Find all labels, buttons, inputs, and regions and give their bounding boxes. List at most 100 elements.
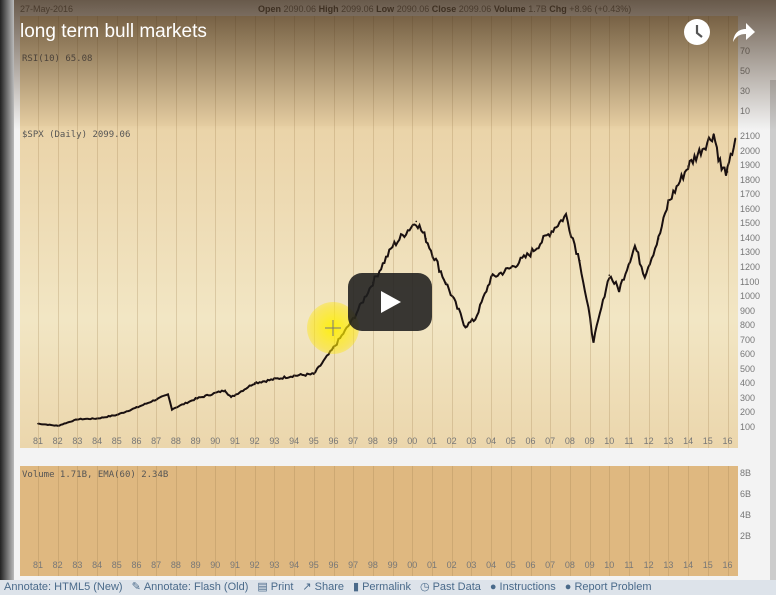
grid-line — [313, 16, 315, 126]
share-icon[interactable] — [730, 20, 756, 44]
y-tick-label: 1200 — [740, 261, 761, 272]
grid-line — [97, 466, 99, 576]
toolbar-item[interactable]: ↗ Share — [302, 580, 344, 595]
grid-line — [569, 16, 571, 126]
price-point — [116, 414, 118, 416]
x-tick-label: 91 — [229, 436, 241, 446]
grid-line — [471, 466, 473, 576]
grid-line — [353, 16, 355, 126]
price-point — [96, 417, 98, 420]
x-tick-label: 86 — [131, 436, 142, 446]
toolbar-item[interactable]: ▤ Print — [257, 580, 293, 595]
toolbar-item[interactable]: ● Instructions — [490, 580, 556, 595]
y-tick-label: 900 — [740, 305, 756, 316]
grid-line — [491, 16, 493, 126]
price-point — [565, 214, 567, 217]
x-tick-label: 04 — [486, 560, 497, 570]
grid-line — [510, 16, 512, 126]
price-point — [230, 396, 232, 399]
grid-line — [412, 466, 414, 576]
print-icon: ▤ — [257, 581, 268, 593]
grid-line — [648, 16, 650, 126]
y-tick-label: 1300 — [740, 247, 761, 258]
grid-line — [274, 466, 276, 576]
x-tick-label: 81 — [32, 560, 44, 570]
grid-line — [648, 126, 650, 448]
x-tick-label: 15 — [702, 436, 713, 446]
x-tick-label: 89 — [190, 436, 201, 446]
toolbar-item[interactable]: ✎ Annotate: Flash (Old) — [132, 580, 249, 595]
volume-axis: 8B 6B 4B 2B — [738, 466, 768, 576]
grid-line — [254, 466, 256, 576]
y-tick-label: 400 — [740, 378, 756, 389]
grid-line — [491, 126, 493, 448]
x-tick-label: 95 — [308, 560, 319, 570]
y-tick-label: 50 — [740, 66, 751, 76]
price-point — [76, 418, 79, 421]
y-tick-label: 2100 — [740, 131, 761, 141]
x-tick-label: 00 — [407, 560, 418, 570]
grid-line — [57, 466, 59, 576]
grid-line — [629, 466, 630, 576]
grid-line — [668, 16, 670, 126]
grid-line — [77, 126, 79, 448]
grid-line — [254, 126, 256, 448]
y-tick-label: 10 — [740, 106, 751, 116]
grid-line — [116, 126, 118, 448]
price-point — [135, 406, 138, 409]
y-tick-label: 600 — [740, 349, 756, 360]
price-point — [618, 288, 620, 291]
toolbar-item-label: Annotate: Flash (Old) — [143, 581, 249, 593]
price-point — [224, 389, 226, 391]
y-tick-label: 8B — [740, 468, 752, 478]
x-tick-label: 11 — [624, 560, 634, 570]
grid-line — [550, 16, 552, 126]
x-tick-label: 03 — [466, 560, 477, 570]
y-tick-label: 1800 — [740, 174, 761, 185]
price-point — [529, 252, 532, 255]
toolbar-item[interactable]: Annotate: HTML5 (New) — [4, 580, 123, 595]
price-series-line — [37, 133, 737, 427]
x-tick-label: 05 — [505, 436, 516, 446]
x-tick-label: 95 — [308, 436, 319, 446]
x-tick-label: 84 — [92, 436, 103, 446]
y-tick-label: 1100 — [740, 276, 760, 287]
volume-label: Volume 1.71B, EMA(60) 2.34B — [22, 470, 169, 480]
clock-icon: ◷ — [419, 581, 430, 593]
x-tick-label: 09 — [584, 436, 595, 446]
toolbar-item-label: Permalink — [362, 581, 411, 593]
grid-line — [432, 126, 433, 448]
x-tick-label: 07 — [545, 436, 556, 446]
x-tick-label: 83 — [72, 560, 83, 570]
grid-line — [530, 16, 532, 126]
grid-line — [333, 466, 335, 576]
toolbar-item[interactable]: ◷ Past Data — [420, 580, 481, 595]
price-point — [293, 374, 295, 377]
price-point — [726, 171, 729, 173]
x-tick-label: 90 — [210, 560, 221, 570]
grid-line — [333, 126, 335, 448]
share-icon: ↗ — [302, 581, 312, 593]
ohlc-readout: Open 2090.06 High 2099.06 Low 2090.06 Cl… — [258, 4, 631, 14]
price-point — [667, 201, 670, 204]
chg-value: +8.96 (+0.43%) — [569, 4, 632, 14]
x-tick-label: 88 — [170, 560, 181, 570]
x-tick-label: 16 — [722, 560, 733, 570]
price-point — [657, 238, 660, 240]
grid-line — [609, 16, 611, 126]
video-title[interactable]: long term bull markets — [20, 21, 207, 42]
toolbar-item[interactable]: ▮ Permalink — [353, 580, 411, 595]
toolbar-item[interactable]: ● Report Problem — [565, 580, 652, 595]
play-button[interactable] — [348, 273, 432, 331]
toolbar-item-label: Report Problem — [574, 581, 652, 593]
open-value: 2090.06 — [283, 4, 317, 14]
y-tick-label: 70 — [740, 46, 751, 56]
grid-line — [727, 126, 729, 448]
grid-line — [136, 126, 138, 448]
toolbar-item-label: Share — [314, 581, 344, 593]
x-tick-label: 97 — [348, 560, 359, 570]
x-tick-label: 14 — [683, 436, 694, 446]
grid-line — [412, 16, 414, 126]
clock-icon[interactable] — [684, 19, 710, 45]
